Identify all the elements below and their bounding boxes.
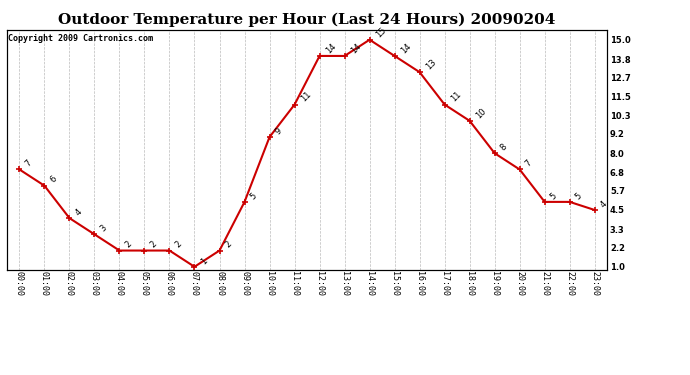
Text: 8: 8	[499, 142, 509, 153]
Text: 13: 13	[424, 57, 437, 71]
Text: 14: 14	[324, 41, 337, 55]
Text: 9: 9	[274, 126, 284, 136]
Text: 2: 2	[124, 240, 134, 250]
Text: 7: 7	[524, 159, 534, 169]
Text: 11: 11	[448, 90, 462, 104]
Text: 7: 7	[23, 159, 34, 169]
Text: 4: 4	[599, 199, 609, 209]
Title: Outdoor Temperature per Hour (Last 24 Hours) 20090204: Outdoor Temperature per Hour (Last 24 Ho…	[59, 13, 555, 27]
Text: Copyright 2009 Cartronics.com: Copyright 2009 Cartronics.com	[8, 34, 153, 43]
Text: 14: 14	[348, 41, 362, 55]
Text: 15: 15	[374, 25, 388, 39]
Text: 6: 6	[48, 175, 59, 185]
Text: 2: 2	[174, 240, 184, 250]
Text: 2: 2	[148, 240, 159, 250]
Text: 3: 3	[99, 224, 109, 234]
Text: 4: 4	[74, 207, 83, 218]
Text: 5: 5	[574, 191, 584, 201]
Text: 11: 11	[299, 90, 313, 104]
Text: 1: 1	[199, 256, 209, 266]
Text: 14: 14	[399, 41, 413, 55]
Text: 2: 2	[224, 240, 234, 250]
Text: 10: 10	[474, 106, 488, 120]
Text: 5: 5	[549, 191, 559, 201]
Text: 5: 5	[248, 191, 259, 201]
